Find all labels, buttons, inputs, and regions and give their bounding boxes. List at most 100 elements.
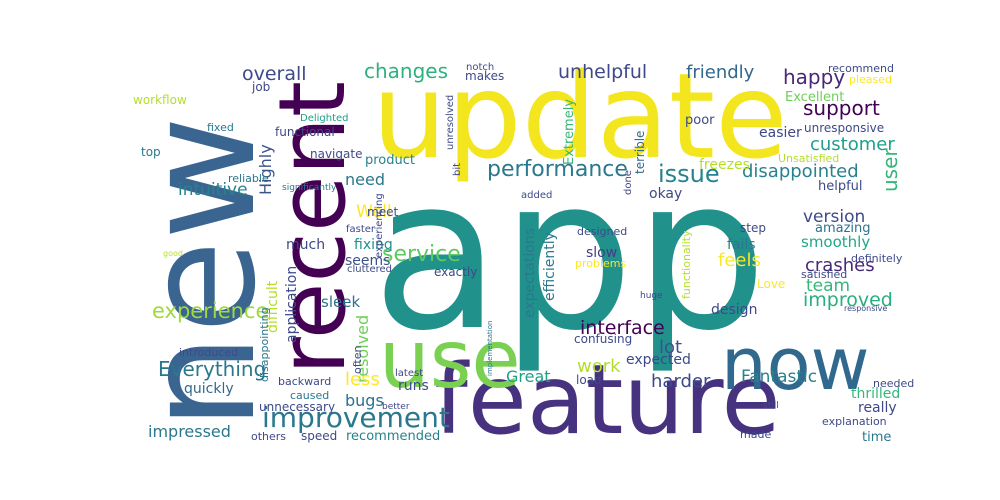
word-top: top [141,145,161,159]
word-huge: huge [640,291,663,301]
word-fantastic: Fantastic [741,367,817,387]
word-happy: happy [783,65,845,89]
word-makes: makes [465,69,504,83]
word-introduced: introduced [179,346,238,359]
word-fixing: fixing [354,237,393,253]
word-feels: feels [718,250,761,271]
word-now: now [721,322,870,406]
word-work: work [577,356,621,377]
word-seems: seems [345,253,390,269]
word-designed: designed [577,225,627,238]
word-disappointing: disappointing [258,307,271,382]
word-issue: issue [658,160,720,188]
word-highly: Highly [256,144,275,195]
word-user: user [878,148,902,192]
word-needed: needed [873,377,914,390]
word-support: support [803,96,880,120]
word-still: still [763,401,779,411]
word-product: product [365,153,415,168]
word-runs: runs [398,378,429,394]
word-efficiently: efficiently [542,232,558,301]
word-improvement: improvement [262,401,450,434]
word-smoothly: smoothly [801,233,870,251]
word-really: really [858,400,897,416]
word-new: new [112,116,289,430]
word-explanation: explanation [822,415,887,428]
word-confusing: confusing [574,332,632,346]
word-bit: bit [452,163,463,176]
word-helpful: helpful [818,179,863,194]
word-unresponsive: unresponsive [804,121,884,135]
word-thrilled: thrilled [851,386,900,402]
word-interface: interface [580,317,665,339]
word-experiencing: experiencing [374,193,385,258]
word-reliable: reliable [228,172,269,185]
word-made: made [740,428,771,441]
word-freezes: freezes [699,157,750,173]
word-faster: faster [346,224,376,235]
word-friendly: friendly [686,62,755,83]
word-team: team [806,276,850,296]
word-need: need [345,170,385,189]
word-good: good [163,249,183,258]
word-workflow: workflow [133,93,187,107]
word-pleased: pleased [849,73,892,86]
word-recent: recent [259,81,366,375]
word-impressed: impressed [148,422,231,441]
word-problems: problems [575,257,627,270]
word-sleek: sleek [321,293,360,311]
word-exactly: exactly [434,265,477,279]
word-bugs: bugs [345,391,384,410]
word-update: update [372,47,788,185]
word-significantly: significantly [282,183,337,193]
word-difficult: difficult [265,280,281,333]
word-responsive: responsive [844,304,887,313]
word-application: application [284,266,300,343]
word-unsatisfied: Unsatisfied [778,152,839,165]
word-app: app [372,132,767,377]
word-well: Well [356,202,392,222]
word-load: load [576,373,602,387]
word-intuitive: intuitive [178,180,248,200]
word-service: service [382,242,461,267]
word-functionality: functionality [680,230,693,299]
word-unhelpful: unhelpful [558,61,647,83]
word-improved: improved [803,289,893,311]
word-everything: Everything [158,357,266,381]
word-extremely: Extremely [562,99,577,165]
word-lot: lot [659,337,682,358]
word-amazing: amazing [815,221,871,236]
word-done: done [623,170,634,195]
word-implementation: implementation [486,321,494,376]
word-excellent: Excellent [785,90,844,105]
word-disappointed: disappointed [742,161,859,182]
word-expectations: expectations [522,228,538,318]
word-use: use [379,313,521,406]
word-added: added [521,190,552,201]
word-fixed: fixed [207,121,234,134]
word-less: less [345,369,380,390]
word-love: Love [757,277,785,291]
word-easier: easier [759,125,802,141]
word-recommend: recommend [828,62,894,75]
word-satisfied: satisfied [801,268,847,281]
word-slow: slow [586,245,617,261]
word-time: time [862,430,891,445]
word-changes: changes [364,59,448,83]
word-caused: caused [290,389,329,402]
word-meet: meet [367,205,398,219]
word-often: often [351,346,364,374]
word-latest: latest [395,368,423,379]
word-poor: poor [685,113,715,128]
word-version: version [803,207,865,227]
word-okay: okay [649,186,682,202]
word-unnecessary: unnecessary [259,400,335,414]
word-backward: backward [278,375,331,388]
word-customer: customer [810,134,895,155]
word-better: better [382,402,410,412]
word-quickly: quickly [184,381,234,397]
word-experience: experience [152,299,268,323]
word-crashes: crashes [805,255,875,276]
word-much: much [286,237,325,253]
